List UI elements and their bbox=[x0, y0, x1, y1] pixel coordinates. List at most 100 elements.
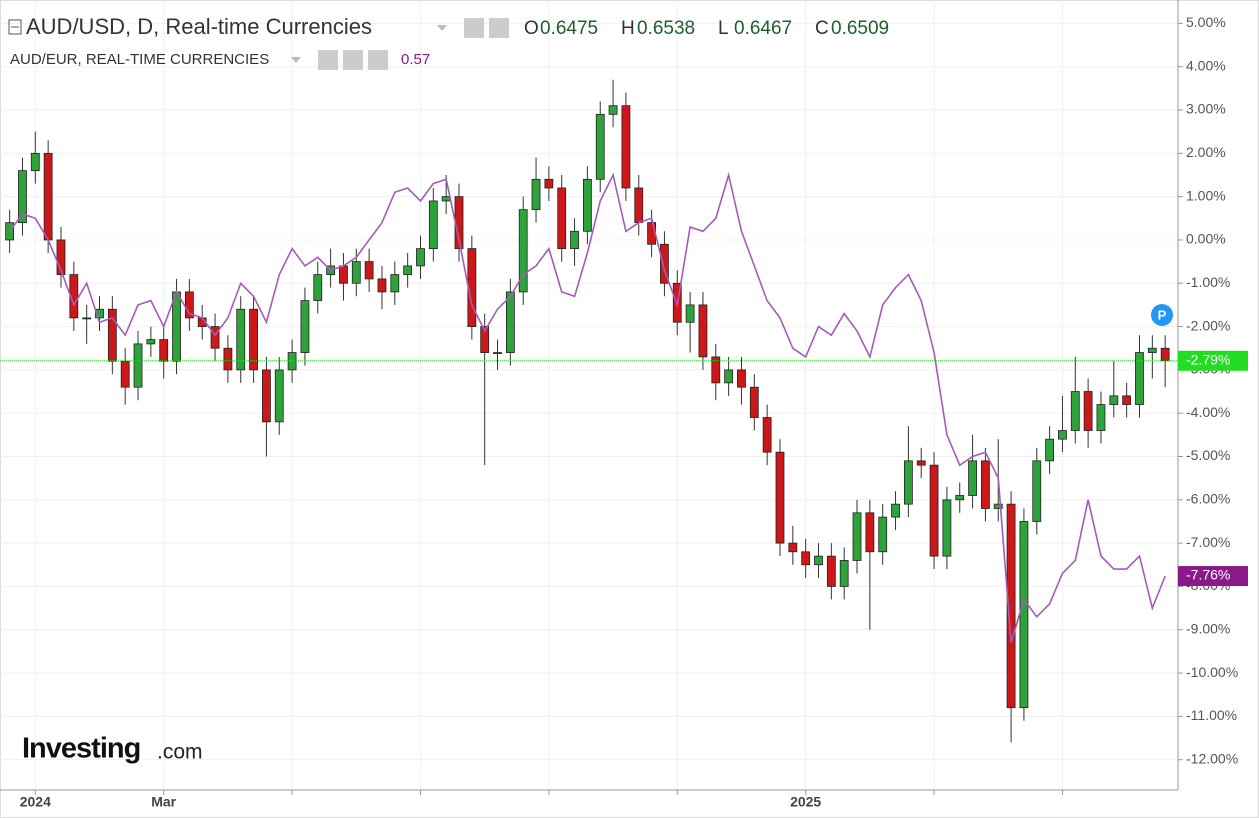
x-tick-label: 2025 bbox=[790, 794, 821, 810]
candle-body bbox=[300, 300, 310, 353]
y-tick-label: -2.00% bbox=[1186, 317, 1230, 333]
last-price-tag bbox=[1178, 350, 1248, 371]
overlay-legend-value: 0.57 bbox=[401, 51, 430, 68]
candle-body bbox=[133, 343, 143, 388]
candle-body bbox=[146, 339, 156, 345]
candle-body bbox=[788, 542, 798, 553]
axes: 5.00% 4.00% 3.00% 2.00% 1.00% 0.00% -1.00% -2.0… bbox=[20, 14, 1248, 810]
candle-body bbox=[942, 499, 952, 557]
candle-body bbox=[993, 503, 1003, 509]
eye-icon[interactable] bbox=[464, 18, 484, 38]
candle-body bbox=[955, 495, 965, 501]
candle-body bbox=[428, 200, 438, 250]
candle-body bbox=[814, 555, 823, 566]
candle-body bbox=[184, 291, 194, 319]
candle-body bbox=[968, 460, 977, 496]
candle-body bbox=[518, 209, 528, 293]
candle-body bbox=[1109, 395, 1119, 405]
y-tick-label: -4.00% bbox=[1186, 404, 1230, 420]
y-tick-label: -7.00% bbox=[1186, 534, 1230, 550]
candle-body bbox=[1122, 395, 1132, 405]
y-tick-label: -6.00% bbox=[1186, 491, 1230, 507]
candle-body bbox=[865, 512, 875, 553]
candle-body bbox=[737, 369, 746, 388]
collapse-icon[interactable] bbox=[8, 19, 22, 35]
last-price-label: -2.79% bbox=[1186, 351, 1230, 367]
y-tick-label: 3.00% bbox=[1186, 101, 1226, 117]
candle-body bbox=[660, 243, 669, 284]
ohlc-key: H bbox=[621, 18, 635, 39]
candle-body bbox=[570, 230, 579, 250]
candle-body bbox=[390, 274, 400, 293]
candle-body bbox=[711, 356, 721, 384]
y-tick-label: 5.00% bbox=[1186, 14, 1226, 30]
candle-body bbox=[403, 265, 413, 275]
candle-body bbox=[647, 222, 656, 245]
candle-body bbox=[531, 178, 541, 211]
candle-body bbox=[120, 360, 130, 388]
dropdown-icon[interactable] bbox=[291, 57, 301, 63]
candle-body bbox=[95, 308, 104, 319]
candle-body bbox=[749, 386, 759, 418]
candle-body bbox=[685, 304, 695, 323]
candle-body bbox=[441, 196, 451, 202]
candle-body bbox=[1135, 352, 1144, 405]
candle-body bbox=[903, 460, 913, 505]
candle-body bbox=[634, 187, 644, 224]
y-tick-label: -10.00% bbox=[1186, 664, 1238, 680]
candle-body bbox=[1070, 391, 1080, 431]
overlay-price-label: -7.76% bbox=[1186, 567, 1230, 583]
overlay-price-tag bbox=[1178, 566, 1248, 587]
candle-body bbox=[595, 113, 605, 180]
candle-body bbox=[82, 317, 92, 320]
candle-body bbox=[544, 178, 554, 189]
candle-body bbox=[107, 308, 117, 362]
candle-body bbox=[929, 464, 939, 557]
candle-body bbox=[557, 187, 567, 250]
candle-body bbox=[762, 417, 772, 453]
overlay-line bbox=[8, 171, 1166, 643]
candle-body bbox=[801, 551, 811, 566]
grid bbox=[0, 0, 1178, 790]
y-tick-label: 1.00% bbox=[1186, 187, 1226, 203]
y-tick-label: 0.00% bbox=[1186, 231, 1226, 247]
ohlc-value: 0.6538 bbox=[637, 18, 695, 39]
candle-body bbox=[582, 178, 592, 232]
ohlc-value: 0.6467 bbox=[734, 18, 792, 39]
logo-brand: Investing bbox=[22, 733, 140, 765]
dropdown-icon[interactable] bbox=[437, 25, 447, 31]
candle-body bbox=[210, 326, 220, 349]
ohlc-value: 0.6475 bbox=[540, 18, 598, 39]
candle-body bbox=[724, 369, 734, 384]
candle-body bbox=[839, 560, 849, 587]
candle-body bbox=[351, 261, 361, 284]
x-tick-label: Mar bbox=[151, 794, 176, 810]
candle-body bbox=[43, 152, 53, 241]
close-icon[interactable] bbox=[368, 50, 388, 70]
y-tick-label: -12.00% bbox=[1186, 750, 1238, 766]
candle-body bbox=[30, 152, 40, 172]
eye-icon[interactable] bbox=[318, 50, 338, 70]
candle-body bbox=[826, 555, 836, 587]
candle-body bbox=[274, 369, 284, 423]
settings-icon[interactable] bbox=[489, 18, 509, 38]
plot bbox=[0, 79, 1178, 743]
candle-body bbox=[891, 503, 900, 518]
candle-body bbox=[1058, 430, 1067, 440]
ohlc-legend: O 0.6475 H 0.6538 L 0.6467 C 0.6509 bbox=[524, 18, 889, 39]
candle-body bbox=[236, 308, 246, 371]
candle-body bbox=[775, 451, 785, 544]
candle-body bbox=[159, 339, 169, 362]
ohlc-key: O bbox=[524, 18, 539, 39]
settings-icon[interactable] bbox=[343, 50, 363, 70]
y-tick-label: -9.00% bbox=[1186, 620, 1230, 636]
marker-badge[interactable] bbox=[1151, 304, 1173, 326]
candle-body bbox=[1096, 404, 1106, 431]
candle-body bbox=[56, 239, 66, 275]
candle-body bbox=[608, 105, 618, 115]
candle-body bbox=[249, 308, 258, 371]
y-tick-label: -11.00% bbox=[1186, 707, 1237, 723]
candle-body bbox=[480, 326, 490, 353]
candle-body bbox=[878, 516, 888, 553]
ohlc-key: C bbox=[815, 18, 829, 39]
